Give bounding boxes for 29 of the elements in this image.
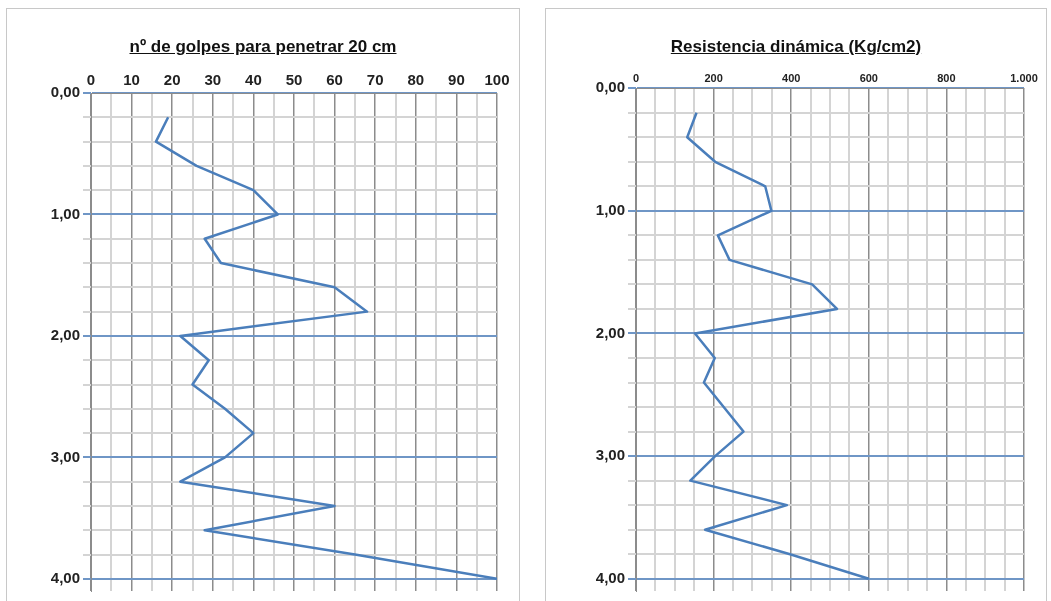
- x-tick-label: 70: [366, 71, 384, 89]
- x-tick-label: 60: [326, 71, 343, 89]
- x-tick-label: 400: [782, 71, 801, 84]
- chart-title: Resistencia dinámica (Kg/cm2): [669, 37, 923, 57]
- x-tick-label: 0: [632, 71, 640, 84]
- x-tick-label: 0: [86, 71, 96, 89]
- y-tick-label: 3,00: [50, 447, 80, 465]
- y-tick-label: 1,00: [50, 204, 80, 222]
- y-tick-label: 0,00: [595, 78, 625, 96]
- y-tick-label: 2,00: [50, 326, 80, 344]
- y-tick-label: 0,00: [50, 83, 80, 101]
- x-tick-label: 50: [285, 71, 303, 89]
- y-tick-label: 2,00: [595, 323, 625, 341]
- y-tick-label: 4,00: [595, 568, 625, 586]
- x-tick-label: 10: [123, 71, 140, 89]
- x-tick-label: 1.000: [1010, 71, 1038, 84]
- x-tick-label: 90: [448, 71, 465, 89]
- x-tick-label: 30: [204, 71, 222, 89]
- x-tick-label: 200: [704, 71, 723, 84]
- chart-title: nº de golpes para penetrar 20 cm: [128, 37, 398, 57]
- x-tick-label: 600: [859, 71, 878, 84]
- y-tick-label: 1,00: [595, 200, 625, 218]
- y-tick-label: 4,00: [50, 568, 80, 586]
- x-tick-label: 20: [163, 71, 181, 89]
- x-tick-label: 800: [937, 71, 956, 84]
- x-tick-label: 40: [245, 71, 262, 89]
- x-tick-label: 80: [407, 71, 425, 89]
- x-tick-label: 100: [484, 71, 510, 89]
- y-tick-label: 3,00: [595, 446, 625, 464]
